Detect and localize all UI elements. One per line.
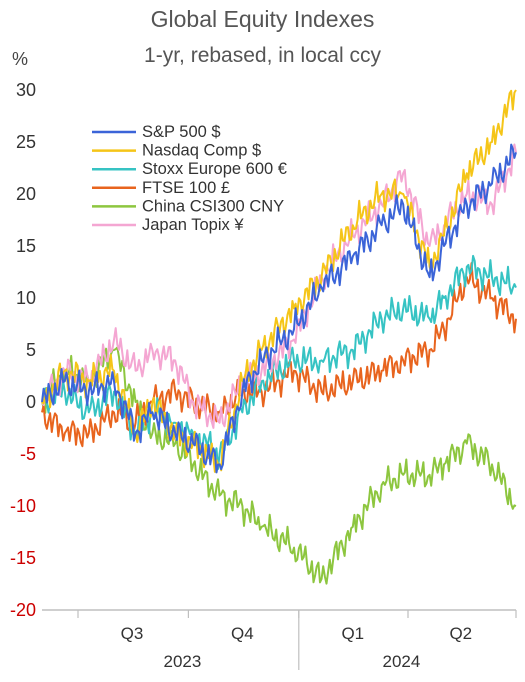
series-lines [41, 89, 517, 585]
legend-label: Japan Topix ¥ [142, 216, 244, 234]
legend-label: Stoxx Europe 600 € [142, 160, 287, 178]
legend-label: China CSI300 CNY [142, 197, 284, 215]
y-tick-label: 10 [16, 288, 36, 308]
y-tick-label: -10 [10, 496, 36, 516]
series-line [41, 346, 517, 585]
x-year-label: 2023 [163, 652, 201, 671]
y-tick-label: -5 [20, 444, 36, 464]
x-quarter-label: Q2 [449, 624, 472, 643]
series-line [41, 254, 517, 470]
y-axis-ticks: 30 25 20 15 10 5 0 -5 -10 -15 -20 [10, 80, 36, 620]
y-tick-label: -20 [10, 600, 36, 620]
x-quarter-label: Q3 [121, 624, 144, 643]
y-tick-label: 25 [16, 132, 36, 152]
x-year-label: 2024 [382, 652, 420, 671]
chart-title: Global Equity Indexes [150, 6, 375, 32]
chart-subtitle: 1-yr, rebased, in local ccy [144, 44, 381, 67]
x-quarter-label: Q1 [341, 624, 364, 643]
y-tick-label: 20 [16, 184, 36, 204]
series-line [41, 143, 517, 429]
legend-label: Nasdaq Comp $ [142, 142, 261, 160]
y-tick-label: 0 [26, 392, 36, 412]
series-line [41, 262, 517, 448]
x-axis: Q3 Q4 Q1 Q2 2023 2024 [42, 609, 517, 671]
series-line [41, 143, 517, 474]
legend-label: S&P 500 $ [142, 123, 221, 141]
y-tick-label: 15 [16, 236, 36, 256]
series-line [41, 89, 517, 473]
y-tick-label: 5 [26, 340, 36, 360]
x-quarter-label: Q4 [231, 624, 254, 643]
legend-label: FTSE 100 £ [142, 179, 230, 197]
y-tick-label: 30 [16, 80, 36, 100]
y-axis-unit: % [12, 49, 29, 69]
legend: S&P 500 $Nasdaq Comp $Stoxx Europe 600 €… [92, 123, 287, 234]
y-tick-label: -15 [10, 548, 36, 568]
